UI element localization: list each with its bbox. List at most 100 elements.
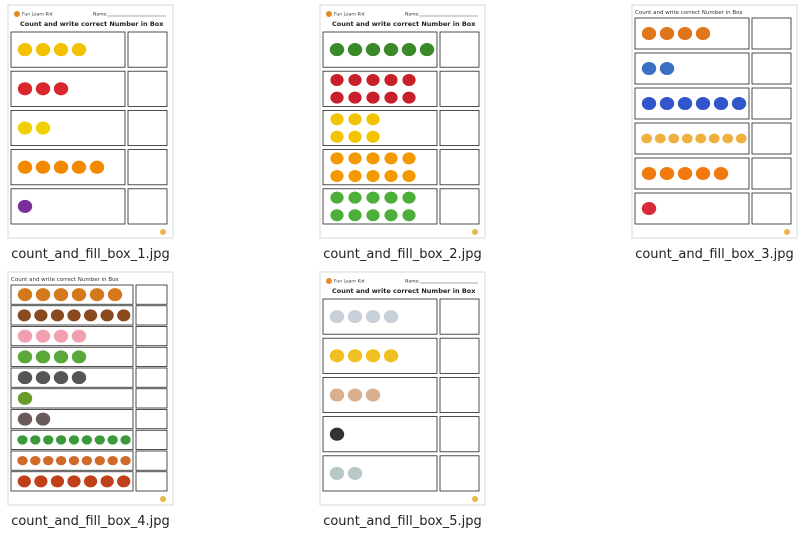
picture-icon <box>366 130 380 143</box>
picture-icon <box>17 350 33 364</box>
picture-icon <box>34 309 48 322</box>
file-item[interactable]: Count and write correct Number in Box cou… <box>631 4 798 262</box>
picture-icon <box>659 96 675 111</box>
picture-icon <box>50 309 65 322</box>
file-item[interactable]: Count and write correct Number in Box cou… <box>7 271 174 529</box>
thumbnail-paper[interactable] <box>631 4 798 239</box>
answer-box <box>439 110 480 147</box>
file-item[interactable]: Fun Learn Kid Name: Count and write correc… <box>7 4 174 262</box>
answer-box <box>439 31 480 68</box>
picture-icon <box>347 349 363 363</box>
worksheet-title: Count and write correct Number in Box <box>332 20 476 28</box>
picture-box <box>634 122 750 155</box>
picture-icon <box>641 26 657 41</box>
picture-icon <box>94 455 105 466</box>
picture-icon <box>53 329 69 343</box>
picture-icon <box>348 191 362 204</box>
picture-icon <box>330 209 344 222</box>
picture-icon <box>641 61 657 76</box>
answer-box <box>135 346 168 367</box>
file-name[interactable]: count_and_fill_box_1.jpg <box>11 247 170 262</box>
picture-icon <box>366 74 380 86</box>
picture-icon <box>366 152 380 165</box>
picture-icon <box>659 61 675 76</box>
picture-icon <box>366 191 380 204</box>
picture-box <box>10 110 126 147</box>
picture-icon <box>681 133 693 144</box>
picture-icon <box>35 121 51 135</box>
file-item[interactable]: Fun Learn Kid Name: Count and write correc… <box>319 271 486 529</box>
answer-box <box>751 192 792 225</box>
file-item[interactable]: Fun Learn Kid Name: Count and write correc… <box>319 4 486 262</box>
picture-icon <box>347 310 363 324</box>
file-name[interactable]: count_and_fill_box_5.jpg <box>323 514 482 529</box>
picture-icon <box>43 455 54 466</box>
picture-icon <box>329 43 345 57</box>
brand-text: Fun Learn Kid <box>22 12 53 18</box>
picture-icon <box>53 160 69 174</box>
picture-icon <box>641 133 653 144</box>
picture-icon <box>713 96 729 111</box>
picture-icon <box>17 412 33 426</box>
picture-icon <box>107 455 118 466</box>
footer-logo <box>784 229 790 235</box>
picture-icon <box>17 288 33 302</box>
picture-icon <box>384 170 398 182</box>
picture-icon <box>17 309 31 322</box>
name-label: Name: <box>93 12 108 18</box>
file-name[interactable]: count_and_fill_box_2.jpg <box>323 247 482 262</box>
file-name[interactable]: count_and_fill_box_3.jpg <box>635 247 794 262</box>
answer-box <box>135 429 168 450</box>
picture-box <box>10 326 134 347</box>
thumbnail-paper[interactable] <box>7 4 174 239</box>
picture-icon <box>330 191 344 204</box>
file-name[interactable]: count_and_fill_box_4.jpg <box>11 514 170 529</box>
picture-icon <box>659 26 675 41</box>
picture-icon <box>330 113 344 126</box>
picture-box <box>322 31 438 68</box>
answer-box <box>135 409 168 430</box>
picture-icon <box>71 350 87 364</box>
picture-box <box>322 110 438 147</box>
picture-icon <box>695 96 711 111</box>
picture-box <box>10 346 134 367</box>
picture-icon <box>17 82 33 96</box>
picture-icon <box>35 160 51 174</box>
thumbnail-paper[interactable] <box>319 4 486 239</box>
picture-icon <box>55 455 67 466</box>
picture-icon <box>366 113 380 126</box>
answer-box <box>127 31 168 68</box>
picture-icon <box>94 435 105 445</box>
footer-logo <box>472 229 478 235</box>
answer-box <box>439 416 480 453</box>
thumbnail-paper[interactable] <box>319 271 486 506</box>
picture-icon <box>68 455 80 466</box>
picture-icon <box>329 466 345 480</box>
answer-box <box>127 149 168 186</box>
picture-icon <box>17 475 31 488</box>
picture-icon <box>71 160 87 174</box>
worksheet-title: Count and write correct Number in Box <box>20 20 164 28</box>
picture-icon <box>71 43 87 57</box>
footer-logo <box>472 496 478 502</box>
picture-icon <box>365 43 381 57</box>
picture-icon <box>30 455 41 466</box>
picture-icon <box>330 74 344 86</box>
picture-icon <box>384 191 398 204</box>
picture-icon <box>330 170 344 182</box>
picture-icon <box>30 435 41 445</box>
answer-box <box>135 471 168 492</box>
picture-icon <box>83 475 98 488</box>
picture-icon <box>366 91 380 104</box>
picture-icon <box>329 349 345 363</box>
worksheet-title: Count and write correct Number in Box <box>11 277 119 283</box>
picture-icon <box>35 82 51 96</box>
picture-icon <box>53 82 69 96</box>
picture-icon <box>402 152 416 165</box>
picture-icon <box>35 371 51 385</box>
answer-box <box>751 122 792 155</box>
picture-icon <box>348 113 362 126</box>
picture-icon <box>677 166 693 181</box>
picture-icon <box>89 160 105 174</box>
picture-icon <box>17 43 33 57</box>
